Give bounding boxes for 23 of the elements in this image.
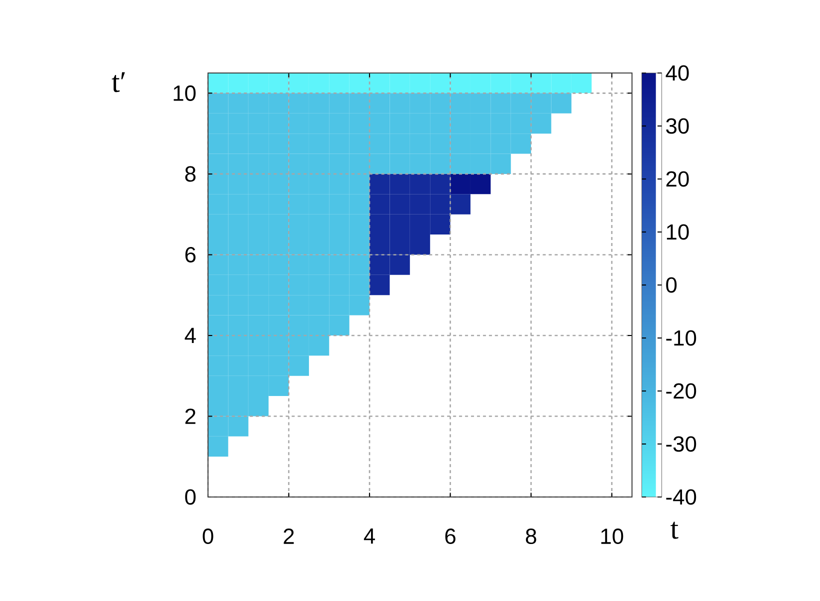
x-tick-label: 8	[526, 528, 536, 544]
color-bar-label: 0	[666, 277, 677, 293]
y-axis-title: t′	[112, 72, 125, 92]
color-bar-label: -40	[666, 489, 696, 505]
color-bar-label: 10	[666, 224, 689, 240]
color-bar-label: 30	[666, 118, 689, 134]
color-bar-label: -10	[666, 330, 696, 346]
y-tick-label: 0	[185, 489, 196, 505]
y-tick-label: 4	[184, 328, 196, 344]
x-axis-title: t	[670, 522, 678, 539]
y-tick-label: 8	[185, 166, 196, 182]
x-tick-label: 2	[284, 528, 294, 544]
color-bar-label: -20	[666, 383, 696, 399]
x-tick-label: 6	[445, 528, 456, 544]
x-tick-label: 10	[601, 528, 624, 544]
color-bar-label: 20	[666, 171, 689, 187]
y-tick-label: 10	[174, 85, 196, 101]
y-tick-label: 6	[185, 246, 196, 262]
x-tick-label: 4	[364, 528, 375, 544]
x-tick-label: 0	[202, 528, 214, 544]
color-bar-label: -30	[666, 436, 696, 452]
color-bar-label: 40	[666, 65, 689, 81]
y-tick-label: 2	[185, 408, 196, 424]
